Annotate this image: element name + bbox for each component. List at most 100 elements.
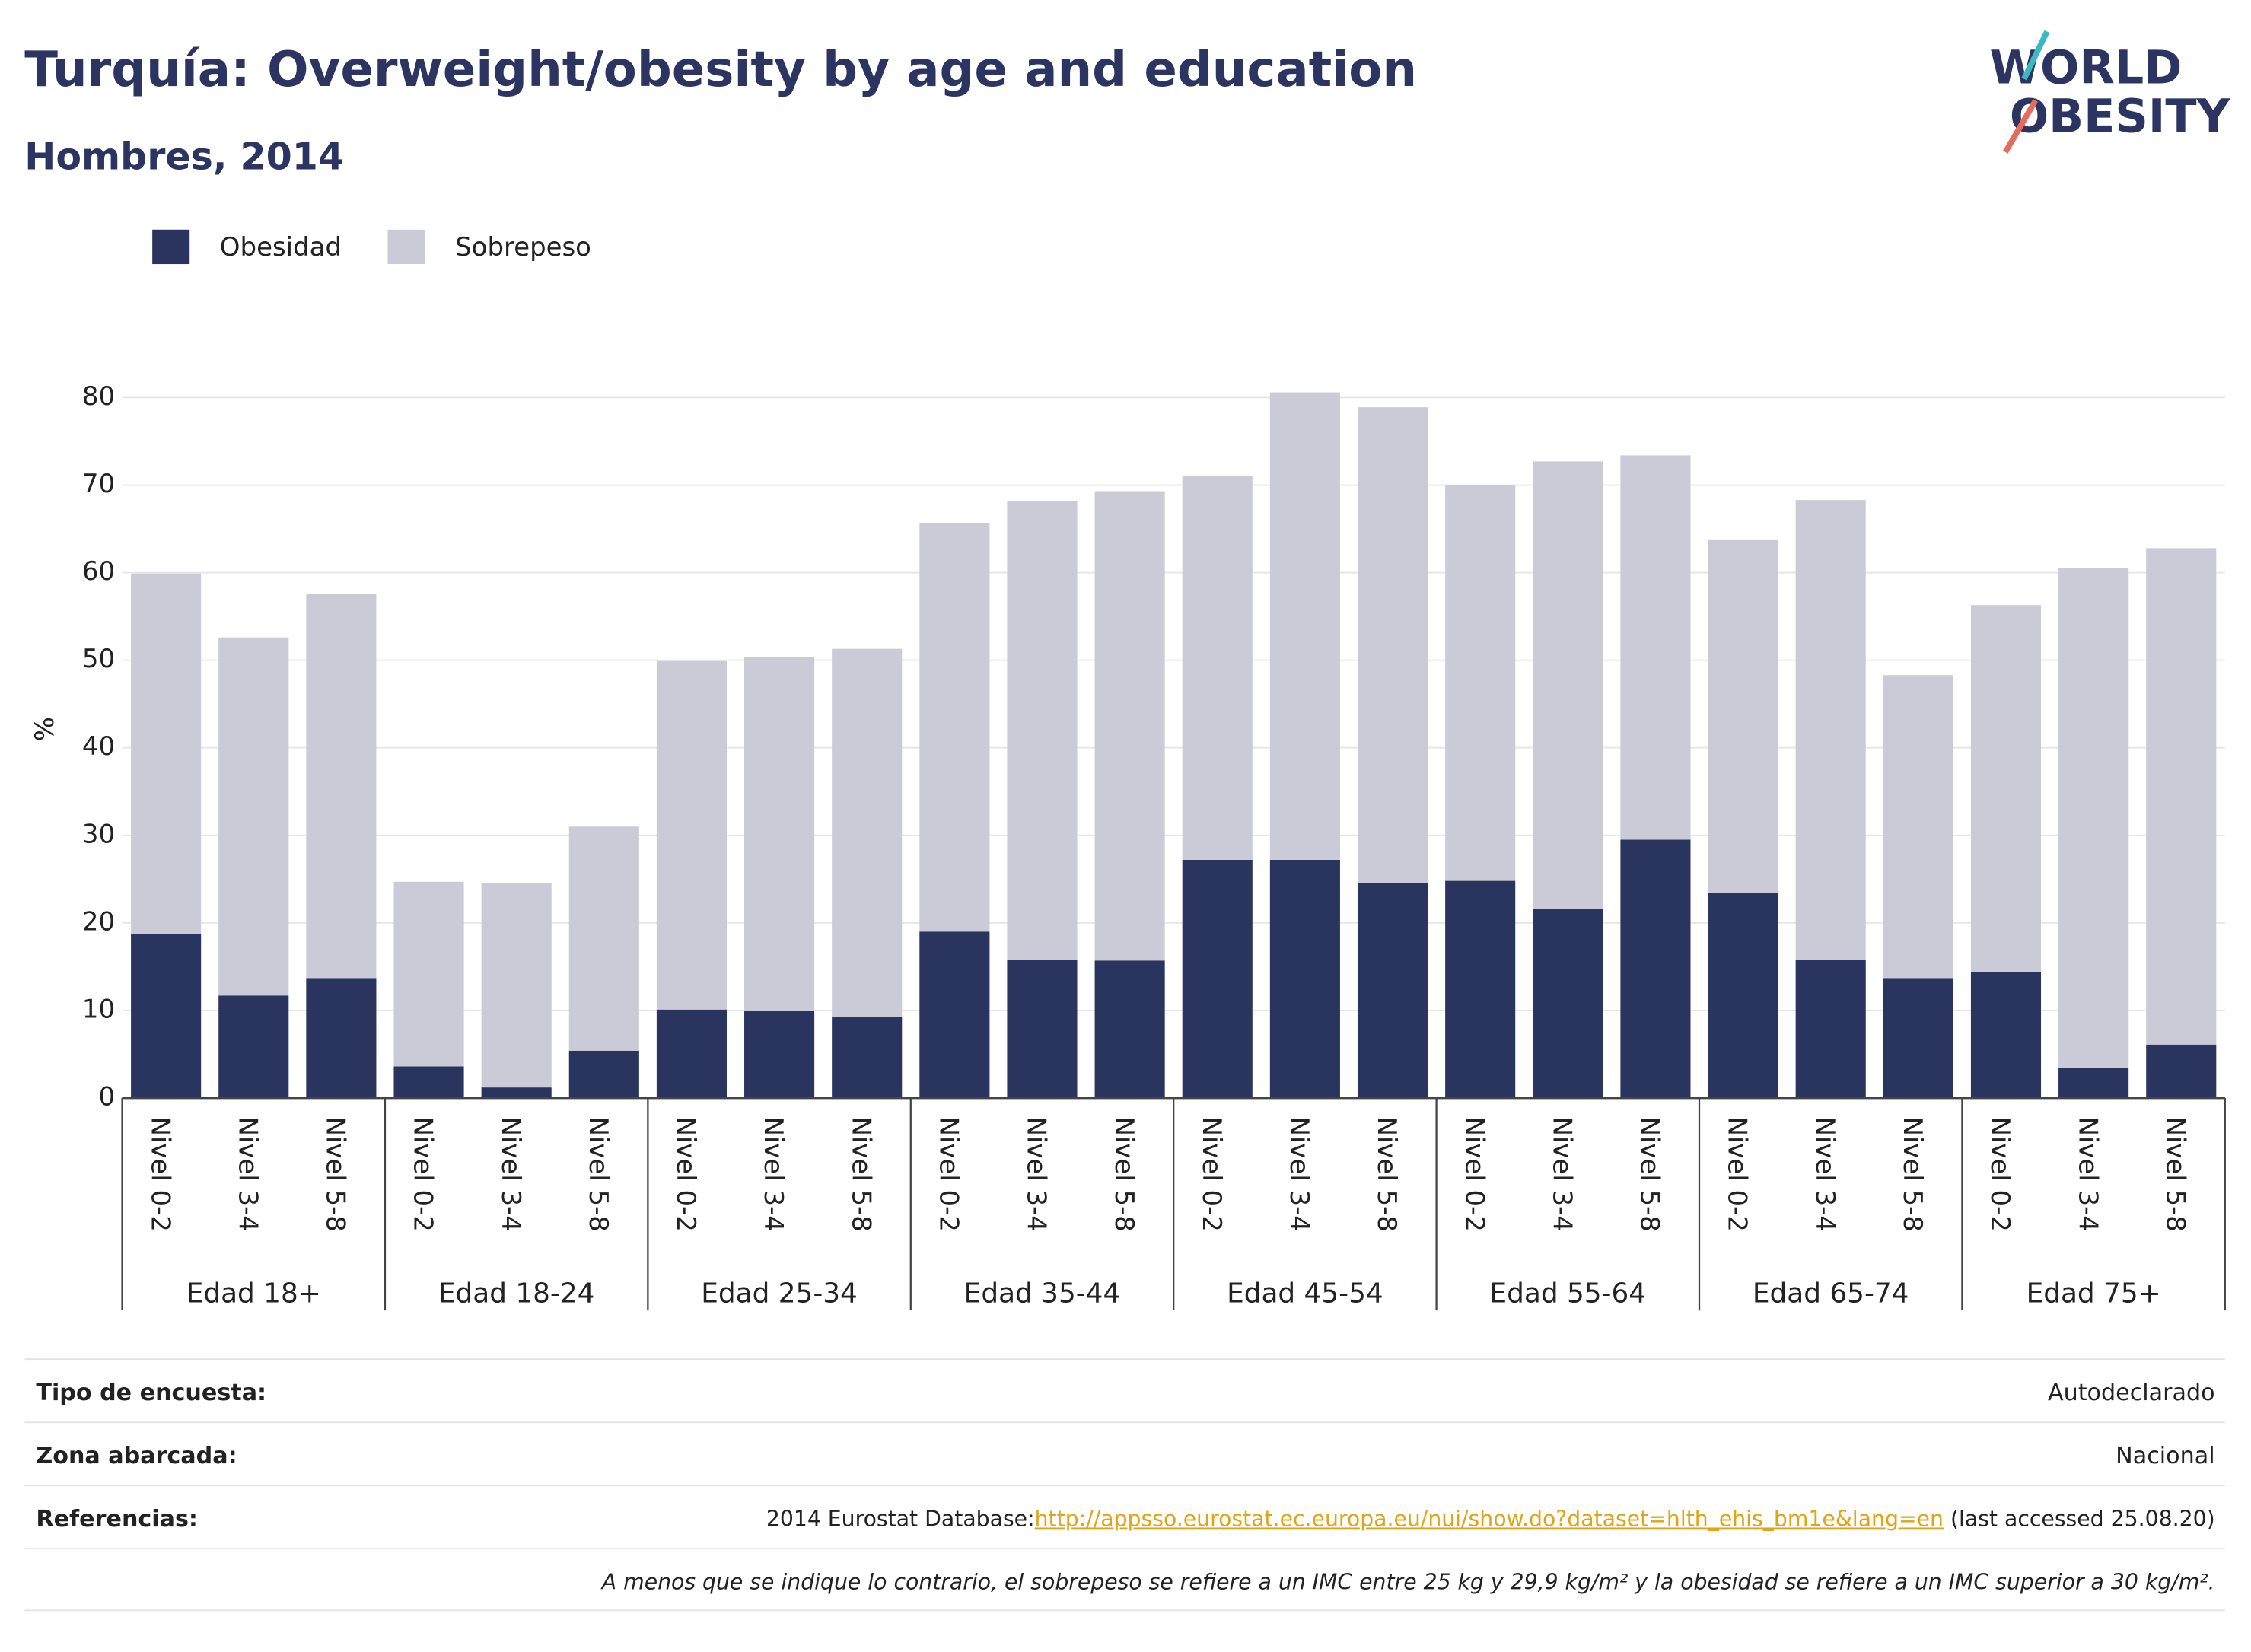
legend-label: Sobrepeso	[455, 232, 591, 263]
group-label: Edad 25-34	[701, 1278, 858, 1309]
bar-segment	[919, 931, 990, 1098]
bar-segment	[1182, 859, 1253, 1098]
bar-segment	[481, 883, 552, 1088]
bar-segment	[744, 657, 815, 1011]
bar-segment	[919, 523, 990, 932]
bar-segment	[1795, 960, 1866, 1098]
y-axis-label: %	[30, 717, 60, 741]
group-label: Edad 35-44	[964, 1278, 1121, 1309]
x-tick-label: Nivel 5-8	[1897, 1116, 1928, 1231]
logo-stroke	[2021, 30, 2050, 81]
bar-segment	[2058, 1068, 2129, 1098]
bar-segment	[393, 1066, 464, 1098]
x-tick-label: Nivel 0-2	[408, 1116, 438, 1231]
bar-segment	[1708, 539, 1778, 893]
row-label: Tipo de encuesta:	[36, 1380, 266, 1406]
group-label: Edad 55-64	[1490, 1278, 1647, 1309]
reference-link[interactable]: http://appsso.eurostat.ec.europa.eu/nui/…	[1035, 1506, 1944, 1531]
bar-segment	[1094, 491, 1165, 961]
y-tick-label: 0	[99, 1081, 116, 1112]
x-tick-label: Nivel 0-2	[1985, 1116, 2015, 1231]
legend-swatch	[152, 229, 190, 265]
x-tick-label: Nivel 3-4	[1810, 1116, 1840, 1231]
x-tick-label: Nivel 5-8	[1109, 1116, 1139, 1231]
bar-segment	[656, 1009, 727, 1098]
bar-segment	[2146, 1044, 2217, 1098]
reference-text: 2014 Eurostat Database:	[766, 1506, 1035, 1531]
y-tick-label: 80	[82, 381, 115, 412]
y-tick-label: 70	[82, 469, 115, 499]
chart-subtitle: Hombres, 2014	[24, 135, 344, 179]
bar-segment	[1620, 455, 1691, 840]
row-value: Autodeclarado	[2048, 1380, 2215, 1406]
bar-segment	[218, 995, 289, 1098]
x-tick-label: Nivel 3-4	[758, 1116, 788, 1231]
bar-segment	[1357, 882, 1428, 1098]
bar-segment	[2146, 548, 2217, 1045]
y-tick-label: 20	[82, 906, 115, 937]
bar-segment	[1269, 392, 1340, 860]
group-label: Edad 18+	[186, 1278, 321, 1309]
row-label: Zona abarcada:	[36, 1443, 237, 1469]
legend-swatch	[387, 229, 425, 265]
bar-segment	[1007, 501, 1078, 960]
x-tick-label: Nivel 3-4	[1284, 1116, 1314, 1231]
bar-segment	[393, 881, 464, 1067]
row-value: Nacional	[2116, 1443, 2214, 1469]
logo-text: OBESITY	[2010, 91, 2231, 144]
bar-segment	[306, 978, 377, 1098]
x-tick-label: Nivel 0-2	[1722, 1116, 1753, 1231]
x-tick-label: Nivel 3-4	[232, 1116, 263, 1231]
y-tick-label: 10	[82, 994, 115, 1024]
bar-segment	[1708, 893, 1778, 1098]
bar-segment	[306, 594, 377, 979]
y-tick-label: 40	[82, 731, 115, 762]
x-tick-label: Nivel 5-8	[320, 1116, 351, 1231]
x-tick-label: Nivel 3-4	[1546, 1116, 1577, 1231]
bar-segment	[131, 934, 202, 1098]
footer: Tipo de encuesta: Autodeclarado Zona aba…	[24, 1358, 2225, 1612]
bar-segment	[1357, 407, 1428, 883]
x-tick-label: Nivel 5-8	[583, 1116, 613, 1231]
x-tick-label: Nivel 5-8	[1371, 1116, 1402, 1231]
y-tick-label: 60	[82, 556, 115, 587]
bar-segment	[1007, 960, 1078, 1098]
bar-segment	[1620, 839, 1691, 1098]
x-tick-label: Nivel 5-8	[845, 1116, 876, 1231]
x-tick-label: Nivel 3-4	[1021, 1116, 1052, 1231]
bar-segment	[131, 573, 202, 934]
bar-segment	[744, 1010, 815, 1098]
bar-segment	[1533, 909, 1603, 1098]
bar-segment	[1182, 476, 1253, 860]
logo-stroke	[2002, 99, 2039, 154]
bar-segment	[832, 1016, 903, 1098]
bar-segment	[481, 1087, 552, 1098]
bar-segment	[832, 648, 903, 1017]
bar-segment	[1795, 500, 1866, 960]
x-tick-label: Nivel 0-2	[1459, 1116, 1489, 1231]
bar-segment	[1533, 461, 1603, 909]
x-tick-label: Nivel 3-4	[495, 1116, 526, 1231]
y-tick-label: 50	[82, 644, 115, 674]
x-tick-label: Nivel 0-2	[670, 1116, 701, 1231]
group-label: Edad 18-24	[438, 1278, 595, 1309]
group-label: Edad 45-54	[1227, 1278, 1383, 1309]
bar-segment	[1883, 675, 1953, 979]
legend-label: Obesidad	[220, 232, 342, 263]
chart-title: Turquía: Overweight/obesity by age and e…	[24, 41, 1417, 98]
x-tick-label: Nivel 0-2	[145, 1116, 175, 1231]
group-label: Edad 65-74	[1753, 1278, 1909, 1309]
x-tick-label: Nivel 0-2	[933, 1116, 963, 1231]
x-tick-label: Nivel 3-4	[2072, 1116, 2103, 1231]
bar-segment	[656, 660, 727, 1010]
bar-segment	[568, 1050, 639, 1098]
bar-segment	[1094, 960, 1165, 1098]
bar-segment	[1970, 972, 2042, 1098]
row-value: 2014 Eurostat Database:http://appsso.eur…	[766, 1506, 2215, 1531]
x-tick-label: Nivel 5-8	[2160, 1116, 2190, 1231]
y-tick-label: 30	[82, 819, 115, 849]
note: A menos que se indique lo contrario, el …	[600, 1569, 2215, 1594]
x-tick-label: Nivel 5-8	[1635, 1116, 1665, 1231]
bar-segment	[218, 637, 289, 996]
